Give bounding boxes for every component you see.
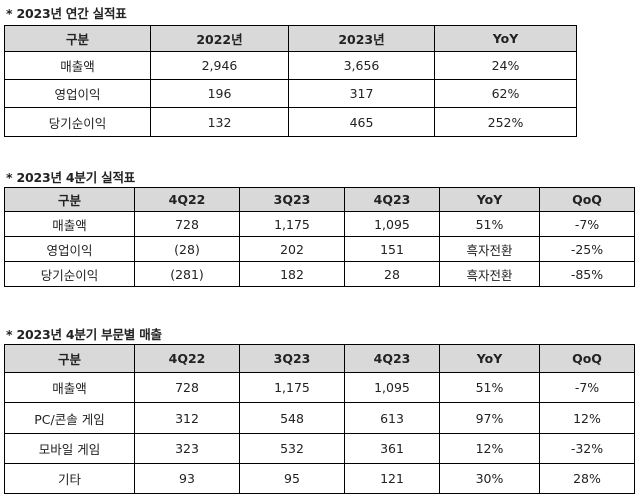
annual-results-table: 구분 2022년 2023년 YoY 매출액 2,946 3,656 24% 영… — [4, 25, 577, 137]
header-cell: 구분 — [4, 25, 151, 52]
table-cell: 30% — [439, 463, 540, 494]
table-cell: 93 — [134, 463, 240, 494]
header-cell: 4Q23 — [344, 187, 440, 212]
header-cell: 2022년 — [150, 25, 289, 52]
header-cell: 4Q23 — [344, 344, 440, 373]
q4-results-title: * 2023년 4분기 실적표 — [6, 170, 136, 185]
table-cell: 97% — [439, 402, 540, 434]
table-cell: (28) — [134, 236, 240, 262]
table-header-row: 구분 4Q22 3Q23 4Q23 YoY QoQ — [4, 344, 635, 373]
row-label: 영업이익 — [4, 79, 151, 108]
table-cell: 532 — [239, 433, 345, 464]
table-cell: 202 — [239, 236, 345, 262]
table-row: PC/콘솔 게임 312 548 613 97% 12% — [4, 402, 635, 434]
table-cell: 121 — [344, 463, 440, 494]
table-row: 매출액 728 1,175 1,095 51% -7% — [4, 211, 635, 237]
segment-revenue-table: 구분 4Q22 3Q23 4Q23 YoY QoQ 매출액 728 1,175 … — [4, 344, 635, 494]
table-header-row: 구분 4Q22 3Q23 4Q23 YoY QoQ — [4, 187, 635, 212]
row-label: 기타 — [4, 463, 135, 494]
table-cell: 1,095 — [344, 372, 440, 403]
table-cell: 151 — [344, 236, 440, 262]
table-cell: 323 — [134, 433, 240, 464]
row-label: 모바일 게임 — [4, 433, 135, 464]
row-label: PC/콘솔 게임 — [4, 402, 135, 434]
table-cell: 12% — [439, 433, 540, 464]
header-cell: YoY — [439, 187, 540, 212]
table-cell: 196 — [150, 79, 289, 108]
row-label: 매출액 — [4, 211, 135, 237]
table-cell: 51% — [439, 372, 540, 403]
table-cell: 317 — [288, 79, 435, 108]
table-row: 매출액 2,946 3,656 24% — [4, 51, 577, 80]
table-cell: 361 — [344, 433, 440, 464]
header-cell: 4Q22 — [134, 187, 240, 212]
table-cell: 12% — [539, 402, 635, 434]
header-cell: QoQ — [539, 187, 635, 212]
row-label: 매출액 — [4, 51, 151, 80]
table-cell: 728 — [134, 211, 240, 237]
header-cell: QoQ — [539, 344, 635, 373]
table-cell: -32% — [539, 433, 635, 464]
table-row: 영업이익 (28) 202 151 흑자전환 -25% — [4, 236, 635, 262]
table-cell: -7% — [539, 211, 635, 237]
table-cell: 182 — [239, 261, 345, 287]
table-row: 기타 93 95 121 30% 28% — [4, 463, 635, 494]
table-cell: 28 — [344, 261, 440, 287]
table-cell: 613 — [344, 402, 440, 434]
table-cell: 465 — [288, 107, 435, 137]
table-cell: 1,175 — [239, 372, 345, 403]
row-label: 영업이익 — [4, 236, 135, 262]
row-label: 당기순이익 — [4, 107, 151, 137]
table-cell: (281) — [134, 261, 240, 287]
table-cell: 28% — [539, 463, 635, 494]
table-cell: -25% — [539, 236, 635, 262]
table-cell: 95 — [239, 463, 345, 494]
table-cell: 548 — [239, 402, 345, 434]
table-cell: 흑자전환 — [439, 261, 540, 287]
table-cell: 51% — [439, 211, 540, 237]
header-cell: 2023년 — [288, 25, 435, 52]
table-cell: 1,095 — [344, 211, 440, 237]
table-row: 영업이익 196 317 62% — [4, 79, 577, 108]
table-cell: -85% — [539, 261, 635, 287]
header-cell: 구분 — [4, 344, 135, 373]
header-cell: 3Q23 — [239, 187, 345, 212]
table-row: 매출액 728 1,175 1,095 51% -7% — [4, 372, 635, 403]
table-cell: 132 — [150, 107, 289, 137]
table-cell: 24% — [434, 51, 577, 80]
table-cell: 728 — [134, 372, 240, 403]
annual-results-title: * 2023년 연간 실적표 — [6, 6, 127, 21]
header-cell: 3Q23 — [239, 344, 345, 373]
table-cell: 252% — [434, 107, 577, 137]
q4-results-table: 구분 4Q22 3Q23 4Q23 YoY QoQ 매출액 728 1,175 … — [4, 187, 635, 287]
row-label: 매출액 — [4, 372, 135, 403]
table-row: 당기순이익 132 465 252% — [4, 107, 577, 137]
segment-revenue-title: * 2023년 4분기 부문별 매출 — [6, 327, 162, 342]
header-cell: 구분 — [4, 187, 135, 212]
table-cell: 1,175 — [239, 211, 345, 237]
table-cell: 3,656 — [288, 51, 435, 80]
table-cell: 2,946 — [150, 51, 289, 80]
header-cell: YoY — [439, 344, 540, 373]
header-cell: YoY — [434, 25, 577, 52]
table-cell: -7% — [539, 372, 635, 403]
table-cell: 62% — [434, 79, 577, 108]
header-cell: 4Q22 — [134, 344, 240, 373]
table-row: 모바일 게임 323 532 361 12% -32% — [4, 433, 635, 464]
table-header-row: 구분 2022년 2023년 YoY — [4, 25, 577, 52]
table-row: 당기순이익 (281) 182 28 흑자전환 -85% — [4, 261, 635, 287]
table-cell: 흑자전환 — [439, 236, 540, 262]
row-label: 당기순이익 — [4, 261, 135, 287]
table-cell: 312 — [134, 402, 240, 434]
